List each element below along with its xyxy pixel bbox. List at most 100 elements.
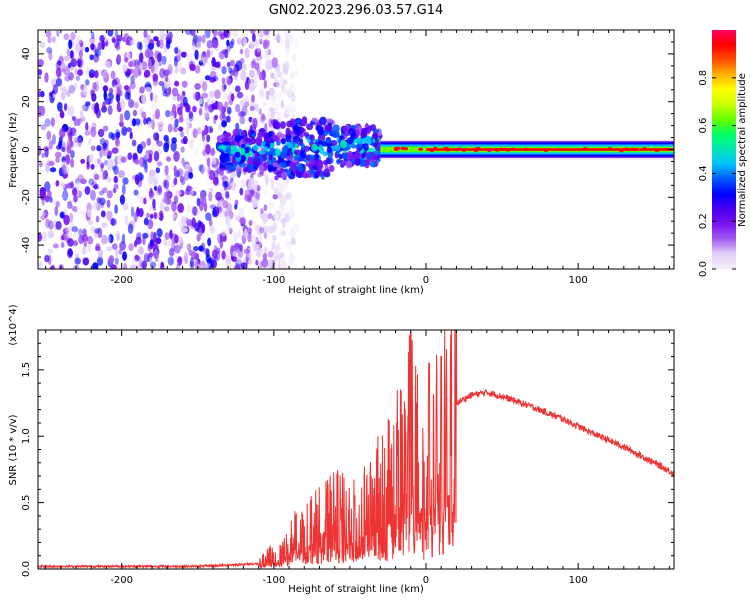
noise-blob (157, 161, 163, 167)
noise-blob (100, 210, 106, 218)
noise-blob (282, 67, 289, 74)
noise-blob (90, 189, 96, 201)
noise-blob (226, 224, 233, 232)
noise-blob (147, 42, 154, 50)
noise-blob (269, 87, 276, 99)
noise-blob (134, 118, 141, 126)
noise-blob (263, 30, 270, 36)
noise-blob (89, 36, 96, 44)
noise-blob (77, 58, 82, 66)
noise-blob (48, 160, 55, 167)
noise-blob (136, 144, 143, 154)
noise-blob (172, 103, 177, 115)
transition-blob (311, 143, 318, 152)
transition-blob (332, 124, 340, 133)
noise-blob (265, 175, 269, 186)
noise-blob (45, 162, 50, 173)
noise-blob (221, 250, 226, 260)
noise-blob (116, 92, 121, 104)
noise-blob (151, 93, 158, 104)
transition-blob (231, 165, 236, 172)
noise-blob (173, 150, 180, 162)
transition-blob (364, 135, 371, 143)
snr-series-line (38, 330, 674, 569)
noise-blob (101, 187, 108, 194)
noise-blob (125, 72, 131, 79)
noise-blob (191, 206, 198, 216)
noise-blob (205, 212, 212, 221)
noise-blob (55, 67, 62, 78)
noise-blob (173, 125, 179, 133)
noise-blob (132, 67, 140, 78)
noise-blob (174, 68, 178, 74)
noise-blob (209, 225, 216, 234)
noise-blob (62, 189, 69, 201)
noise-blob (66, 90, 71, 98)
noise-blob (251, 198, 259, 208)
noise-blob (189, 256, 194, 268)
noise-blob (253, 72, 260, 78)
noise-blob (128, 243, 134, 252)
transition-blob (247, 159, 253, 166)
transition-blob (267, 131, 273, 138)
noise-blob (185, 116, 191, 127)
noise-blob (114, 30, 119, 38)
noise-blob (160, 261, 164, 268)
noise-blob (172, 95, 177, 102)
noise-blob (166, 31, 172, 39)
noise-blob (138, 256, 142, 267)
colorbar-ticks: 0.0 0.2 0.4 0.6 0.8 (698, 70, 736, 277)
noise-blob (111, 218, 115, 226)
transition-blob (351, 131, 357, 138)
noise-blob (222, 180, 229, 188)
noise-blob (228, 67, 233, 74)
transition-blob (253, 164, 259, 170)
noise-blob (291, 53, 297, 64)
noise-blob (54, 151, 62, 158)
noise-blob (128, 99, 135, 108)
noise-blob (280, 99, 285, 109)
noise-blob (229, 69, 235, 76)
x-tick-label: -100 (262, 275, 285, 286)
noise-blob (95, 79, 101, 86)
noise-blob (256, 225, 262, 236)
noise-blob (271, 241, 276, 250)
noise-blob (169, 229, 173, 240)
noise-blob (263, 204, 268, 212)
noise-blob (164, 165, 169, 176)
noise-blob (230, 93, 235, 102)
noise-blob (204, 107, 210, 118)
noise-blob (121, 36, 127, 43)
noise-blob (152, 198, 156, 209)
noise-blob (241, 105, 248, 117)
noise-blob (110, 70, 116, 79)
noise-blob (179, 131, 185, 138)
noise-blob (213, 169, 219, 179)
noise-blob (226, 205, 231, 213)
noise-blob (122, 203, 129, 211)
noise-blob (49, 167, 57, 173)
noise-blob (206, 170, 211, 177)
noise-blob (62, 227, 70, 235)
noise-blob (106, 190, 113, 199)
noise-blob (98, 190, 105, 196)
noise-blob (93, 184, 99, 190)
noise-blob (133, 240, 138, 248)
noise-blob (164, 69, 171, 75)
colorbar-tick-label: 0.2 (698, 213, 709, 229)
noise-blob (143, 217, 149, 226)
transition-blob (333, 144, 341, 151)
noise-blob (212, 30, 218, 38)
noise-blob (77, 57, 84, 69)
noise-blob (127, 152, 133, 161)
transition-blob (368, 147, 375, 153)
transition-blob (345, 161, 353, 169)
noise-blob (82, 103, 86, 111)
noise-blob (89, 153, 94, 162)
noise-blob (134, 102, 139, 109)
noise-blob (47, 190, 52, 199)
noise-blob (256, 185, 261, 192)
noise-blob (201, 92, 209, 99)
noise-blob (284, 212, 291, 223)
signal-hotspot (582, 147, 588, 151)
